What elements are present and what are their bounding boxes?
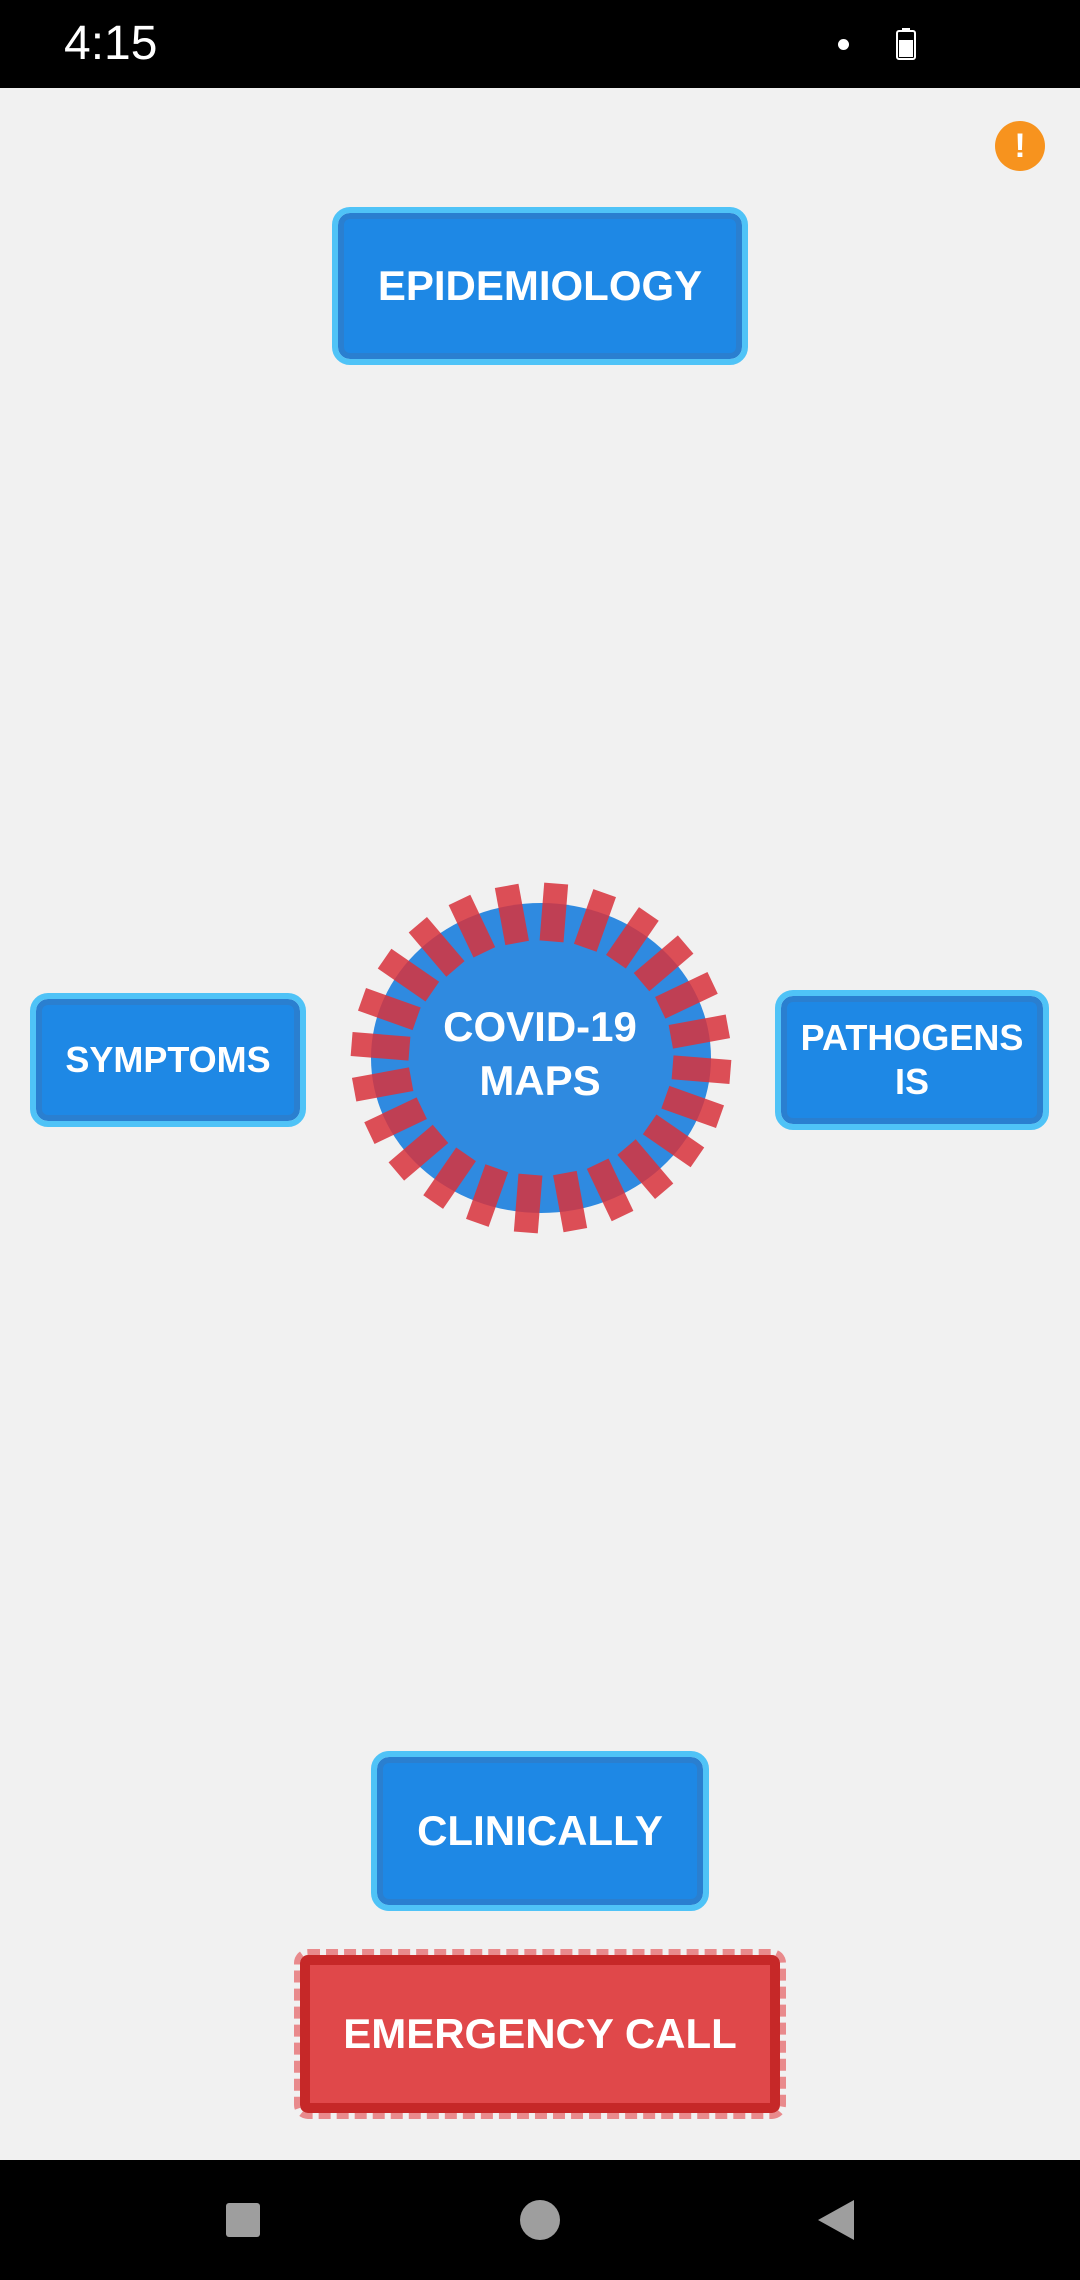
pathogenesis-label-line2: IS	[894, 1061, 929, 1102]
epidemiology-button[interactable]: EPIDEMIOLOGY	[332, 207, 748, 365]
virus-spike	[357, 988, 421, 1031]
virus-spike	[377, 948, 440, 1002]
virus-spike	[671, 1055, 732, 1084]
virus-spike	[586, 1158, 634, 1222]
covid-maps-label[interactable]: COVID-19 MAPS	[370, 1000, 710, 1108]
virus-spike	[350, 1032, 411, 1061]
pathogenesis-button[interactable]: PATHOGENS IS	[775, 990, 1049, 1130]
virus-spike	[661, 1085, 725, 1128]
virus-spike	[364, 1097, 427, 1144]
emergency-call-button[interactable]: EMERGENCY CALL	[294, 1949, 786, 2119]
status-bar: 4:15	[0, 0, 1080, 88]
virus-body	[371, 903, 711, 1213]
virus-spike	[642, 1114, 705, 1168]
clinically-button[interactable]: CLINICALLY	[371, 1751, 709, 1911]
covid-maps-line1: COVID-19	[443, 1003, 637, 1050]
circle-home-icon[interactable]	[520, 2200, 560, 2240]
virus-spike	[553, 1170, 588, 1233]
virus-spike	[423, 1147, 476, 1209]
square-recents-icon[interactable]	[226, 2203, 260, 2237]
virus-spike	[633, 935, 694, 992]
virus-spike	[668, 1014, 731, 1049]
alert-icon[interactable]: !	[995, 121, 1045, 171]
virus-spike	[513, 1173, 543, 1234]
virus-spike	[655, 972, 718, 1019]
virus-spike	[573, 889, 616, 952]
status-time: 4:15	[64, 17, 158, 70]
symptoms-button[interactable]: SYMPTOMS	[30, 993, 306, 1127]
covid-maps-line2: MAPS	[479, 1057, 601, 1104]
virus-spike	[388, 1124, 449, 1181]
triangle-back-icon[interactable]	[818, 2200, 854, 2240]
virus-spike	[617, 1139, 674, 1200]
virus-spike	[351, 1067, 414, 1102]
virus-spike	[448, 894, 496, 958]
virus-spike	[606, 907, 659, 969]
battery-icon	[896, 28, 916, 60]
pathogenesis-label-line1: PATHOGENS	[800, 1017, 1024, 1058]
virus-icon[interactable]	[336, 868, 748, 1250]
virus-spike	[539, 882, 569, 943]
virus-spike	[494, 883, 529, 946]
virus-spike	[466, 1164, 509, 1227]
virus-spike	[408, 916, 465, 977]
notification-dot-icon	[838, 39, 849, 50]
